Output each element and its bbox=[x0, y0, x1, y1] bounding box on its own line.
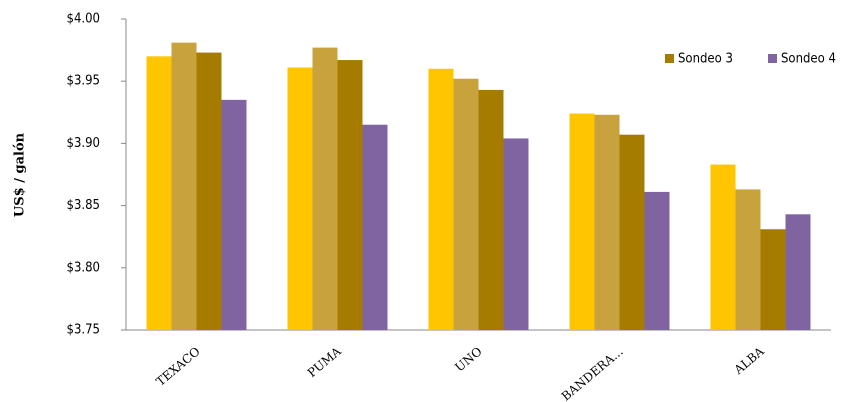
bar bbox=[428, 68, 454, 330]
bar bbox=[312, 47, 338, 330]
bar bbox=[171, 42, 197, 331]
y-tick-label: $4.00 bbox=[67, 12, 100, 27]
bar bbox=[503, 138, 529, 330]
y-tick-label: $3.95 bbox=[67, 74, 100, 89]
y-tick-label: $3.75 bbox=[67, 323, 100, 338]
y-tick-label: $3.80 bbox=[67, 260, 100, 275]
bar bbox=[453, 78, 479, 330]
bar bbox=[619, 134, 645, 330]
x-tick-label: UNO bbox=[452, 344, 484, 374]
bar bbox=[785, 214, 811, 330]
bar bbox=[569, 113, 595, 330]
y-axis-label: US$ / galón bbox=[13, 132, 28, 217]
legend-label: Sondeo 4 bbox=[781, 52, 836, 67]
bar bbox=[287, 67, 313, 331]
bar bbox=[594, 114, 620, 331]
bar bbox=[710, 164, 736, 330]
bar bbox=[735, 189, 761, 330]
y-tick-label: $3.85 bbox=[67, 198, 100, 213]
bar bbox=[644, 191, 670, 330]
bar bbox=[760, 229, 786, 330]
y-tick-label: $3.90 bbox=[67, 136, 100, 151]
bar bbox=[221, 99, 247, 330]
x-tick-label: PUMA bbox=[305, 344, 344, 380]
bar bbox=[362, 124, 388, 331]
x-tick-label: ALBA bbox=[731, 344, 767, 378]
x-tick-label: TEXACO bbox=[153, 344, 202, 389]
legend-label: Sondeo 3 bbox=[678, 52, 733, 67]
bar bbox=[337, 60, 363, 330]
x-tick-label: BANDERA... bbox=[559, 344, 626, 402]
bar bbox=[478, 89, 504, 331]
bar bbox=[146, 56, 172, 330]
legend-swatch bbox=[665, 54, 674, 63]
legend-swatch bbox=[768, 54, 777, 63]
bar bbox=[196, 52, 222, 330]
